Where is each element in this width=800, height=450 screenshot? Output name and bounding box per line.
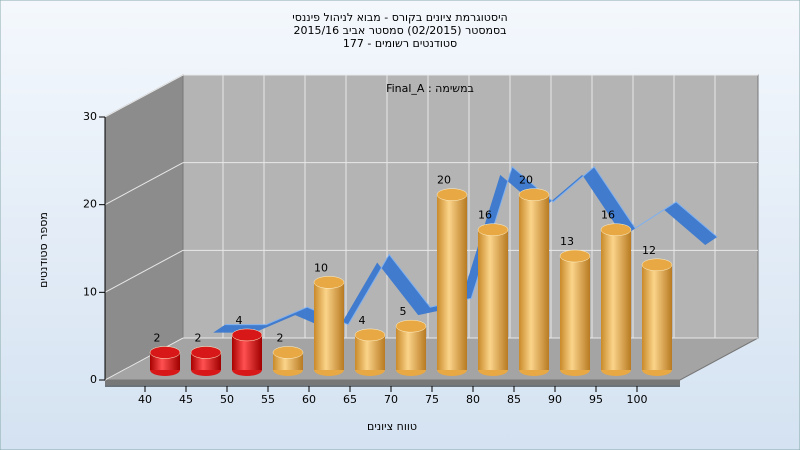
bar-top xyxy=(149,346,181,359)
x-tick-label: 85 xyxy=(507,393,521,406)
bar-top xyxy=(313,276,345,289)
value-label: 10 xyxy=(314,261,328,274)
bar-top xyxy=(231,328,263,342)
grid-line xyxy=(104,249,184,293)
value-label: 5 xyxy=(400,305,407,318)
x-tick-label: 50 xyxy=(220,393,234,406)
grid-line xyxy=(104,162,184,206)
bar xyxy=(642,264,672,370)
bar-top xyxy=(477,223,509,236)
bar xyxy=(478,229,508,370)
chart-title: בסמסטר (02/2015) סמסטר אביב 2015/16 xyxy=(293,24,506,37)
x-tick-label: 80 xyxy=(466,393,480,406)
floor-edge xyxy=(105,380,680,385)
bar-top xyxy=(272,346,304,359)
value-label: 2 xyxy=(154,331,161,344)
chart-title: סטודנטים רשומים - 177 xyxy=(343,37,457,50)
bar xyxy=(437,194,467,370)
x-tick-label: 45 xyxy=(179,393,193,406)
annotation: במשימה : Final_A xyxy=(386,82,474,95)
bar-top xyxy=(518,188,550,201)
value-label: 12 xyxy=(642,244,656,257)
y-tick-label: 0 xyxy=(90,373,97,386)
bar-top xyxy=(436,188,468,201)
line-series xyxy=(225,165,718,326)
bar-top xyxy=(600,223,632,236)
bar-top xyxy=(354,328,386,342)
bar-top xyxy=(641,258,673,272)
x-axis-title: טווח ציונים xyxy=(367,420,417,433)
y-tick-label: 20 xyxy=(83,198,97,211)
value-label: 4 xyxy=(359,314,366,327)
y-tick-label: 10 xyxy=(83,285,97,298)
value-label: 2 xyxy=(277,331,284,344)
chart-title: היסטוגרמת ציונים בקורס - מבוא לניהול פינ… xyxy=(292,11,507,24)
value-label: 13 xyxy=(560,235,574,248)
bar xyxy=(560,256,590,370)
bar-top xyxy=(559,249,591,263)
value-label: 16 xyxy=(601,209,615,222)
grid-line xyxy=(104,337,184,381)
value-label: 16 xyxy=(478,209,492,222)
x-tick-label: 70 xyxy=(384,393,398,406)
y-axis-title: מספר סטודנטים xyxy=(37,212,50,288)
x-tick-label: 75 xyxy=(425,393,439,406)
x-tick-label: 95 xyxy=(589,393,603,406)
grid-line xyxy=(104,74,184,118)
x-tick-label: 55 xyxy=(261,393,275,406)
x-tick-label: 100 xyxy=(627,393,648,406)
bar-top xyxy=(395,319,427,333)
bar xyxy=(519,194,549,370)
x-tick-label: 60 xyxy=(302,393,316,406)
x-tick-label: 40 xyxy=(138,393,152,406)
bar xyxy=(601,229,631,370)
x-tick-label: 65 xyxy=(343,393,357,406)
value-label: 2 xyxy=(195,331,202,344)
y-tick-label: 30 xyxy=(83,110,97,123)
value-label: 4 xyxy=(236,314,243,327)
bar xyxy=(314,282,344,370)
left-wall xyxy=(104,74,184,381)
bar-top xyxy=(190,346,222,359)
bar xyxy=(396,326,426,370)
value-label: 20 xyxy=(437,174,451,187)
x-tick-label: 90 xyxy=(548,393,562,406)
value-label: 20 xyxy=(519,174,533,187)
